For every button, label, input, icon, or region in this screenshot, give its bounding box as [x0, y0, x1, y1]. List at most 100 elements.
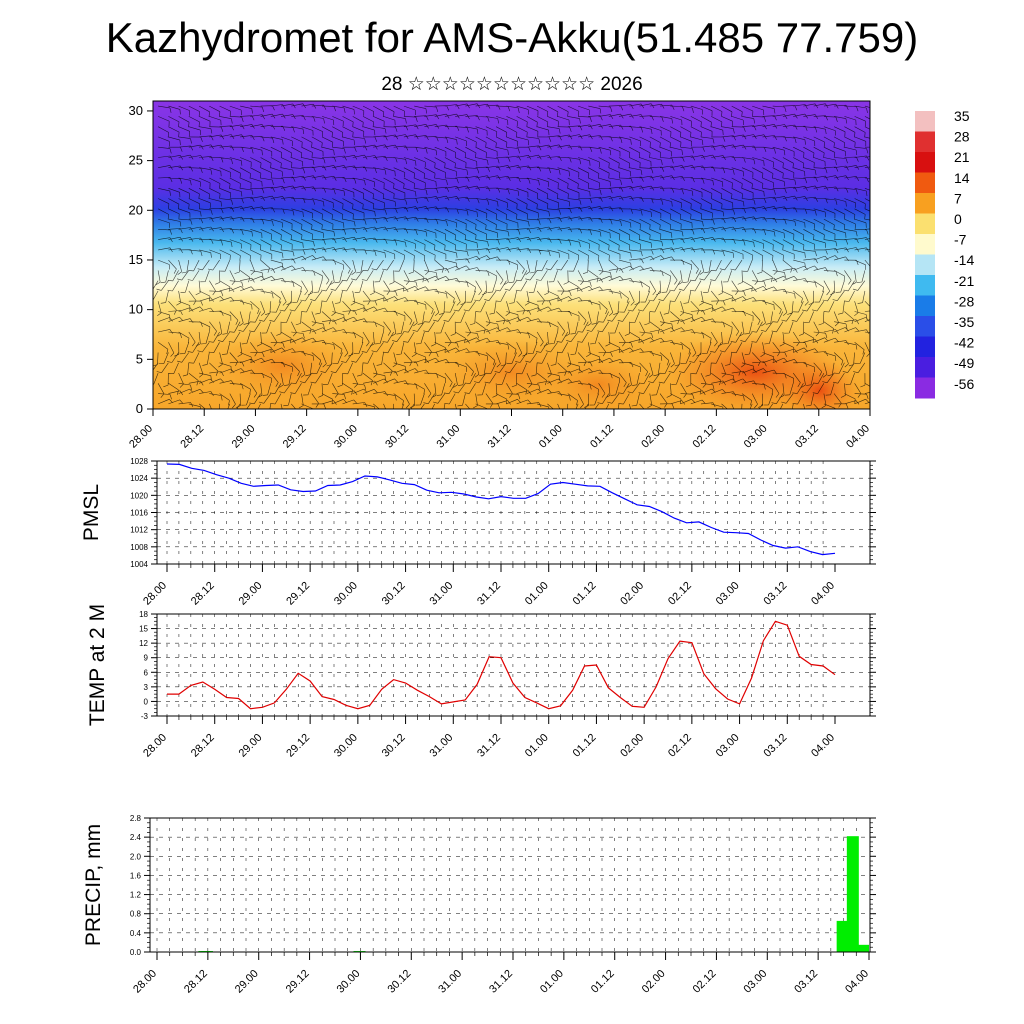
colorbar-label: -56: [954, 376, 974, 392]
x-tick-label: 29.12: [281, 423, 309, 451]
y-tick-label: 1004: [130, 560, 148, 569]
x-tick-label: 30.00: [335, 968, 363, 996]
cross-section-chart: 0 5 10 15 20 25 30 28.00 28.12 29.00 29.12 30.00 30.…: [127, 100, 872, 451]
x-tick-label: 30.12: [385, 968, 413, 996]
x-tick-label: 30.00: [332, 732, 360, 760]
colorbar-label: -21: [954, 273, 974, 289]
colorbar-label: 28: [954, 129, 970, 145]
x-tick-label: 30.12: [380, 580, 408, 608]
x-tick-label: 29.00: [230, 423, 258, 451]
y-axis-title: TEMP at 2 M: [86, 604, 109, 726]
colorbar-label: -35: [954, 314, 974, 330]
x-tick-label: 28.00: [127, 423, 155, 451]
colorbar-swatch: [915, 213, 935, 235]
x-tick-label: 02.12: [691, 968, 719, 996]
wind-barb-field: [153, 103, 870, 409]
y-tick-label: 5: [136, 351, 143, 366]
colorbar-label: 21: [954, 149, 970, 165]
x-tick-label: 01.00: [523, 732, 551, 760]
colorbar-label: 14: [954, 170, 970, 186]
colorbar-swatch: [915, 336, 935, 358]
y-tick-label: 0.8: [130, 910, 142, 919]
y-tick-label: 10: [129, 302, 143, 317]
y-tick-label: 1008: [130, 543, 148, 552]
x-tick-label: 30.12: [380, 732, 408, 760]
x-tick-label: 02.12: [666, 580, 694, 608]
x-tick-label: 31.00: [434, 423, 462, 451]
colorbar-swatch: [915, 234, 935, 255]
x-tick-label: 02.00: [618, 580, 646, 608]
x-tick-label: 04.00: [843, 968, 871, 996]
x-tick-label: 01.12: [589, 968, 617, 996]
x-tick-label: 01.00: [523, 580, 551, 608]
x-tick-label: 30.00: [332, 580, 360, 608]
x-tick-label: 01.12: [588, 423, 616, 451]
y-tick-label: 0.4: [130, 929, 142, 938]
y-tick-label: 1028: [130, 457, 148, 466]
y-tick-label: 0.0: [130, 948, 142, 957]
x-tick-label: 29.12: [284, 732, 312, 760]
x-tick-label: 31.12: [486, 423, 514, 451]
y-tick-label: 2.4: [130, 833, 142, 842]
y-tick-label: 2.0: [130, 852, 142, 861]
colorbar-swatch: [915, 193, 935, 214]
y-tick-label: 0: [144, 697, 149, 706]
x-tick-label: 28.12: [189, 580, 217, 608]
x-tick-label: 31.00: [427, 732, 455, 760]
x-tick-label: 29.00: [233, 968, 261, 996]
x-tick-label: 01.00: [538, 968, 566, 996]
warm-anomaly: [212, 331, 353, 400]
x-tick-label: 01.00: [537, 423, 565, 451]
x-tick-label: 03.00: [742, 423, 770, 451]
y-tick-label: 20: [129, 202, 143, 217]
y-tick-label: 1012: [130, 526, 148, 535]
x-tick-label: 28.00: [141, 580, 169, 608]
x-tick-label: 30.00: [332, 423, 360, 451]
x-tick-label: 29.12: [284, 968, 312, 996]
x-tick-label: 03.12: [792, 968, 820, 996]
x-tick-label: 02.00: [618, 732, 646, 760]
colorbar-label: -42: [954, 335, 974, 351]
colorbar-swatch: [915, 152, 935, 173]
colorbar-swatch: [915, 275, 935, 296]
y-tick-label: 1020: [130, 491, 148, 500]
x-tick-label: 31.00: [427, 580, 455, 608]
x-tick-label: 28.12: [182, 968, 210, 996]
precip-chart: 0.0 0.4 0.8 1.2 1.6 2.0 2.4 2.8 28.00 28.12 29.00 2…: [82, 814, 876, 996]
y-tick-label: 1024: [130, 474, 148, 483]
y-tick-label: 6: [144, 668, 149, 677]
x-tick-label: 03.00: [741, 968, 769, 996]
x-tick-label: 01.12: [571, 580, 599, 608]
y-tick-label: 25: [129, 153, 143, 168]
x-tick-label: 31.00: [436, 968, 464, 996]
y-axis-title: PMSL: [80, 484, 103, 541]
colorbar-swatch: [915, 131, 935, 153]
x-tick-label: 04.00: [809, 732, 837, 760]
x-tick-label: 30.12: [383, 423, 411, 451]
colorbar-swatch: [915, 111, 935, 132]
colorbar-label: -49: [954, 355, 974, 371]
colorbar-label: -7: [954, 232, 967, 248]
page-title: Kazhydromet for AMS-Akku(51.485 77.759): [105, 14, 919, 61]
x-tick-label: 01.12: [571, 732, 599, 760]
colorbar-swatch: [915, 316, 935, 337]
x-tick-label: 29.00: [237, 580, 265, 608]
colorbar-label: -14: [954, 252, 974, 268]
colorbar-swatch: [915, 295, 935, 317]
wind-barbs: [153, 103, 870, 409]
colorbar-swatch: [915, 172, 935, 194]
panel-frame: [156, 613, 871, 717]
pmsl-chart: 1004 1008 1012 1016 1020 1024 1028 28.00 28.12 29…: [80, 457, 876, 608]
x-tick-label: 28.00: [131, 968, 159, 996]
y-tick-label: 15: [139, 625, 148, 634]
y-tick-label: 18: [139, 610, 148, 619]
colorbar-label: 7: [954, 190, 962, 206]
page-subtitle: 28 ☆☆☆☆☆☆☆☆☆☆☆ 2026: [381, 74, 643, 95]
x-tick-label: 04.00: [844, 423, 872, 451]
y-tick-label: 30: [129, 103, 143, 118]
precip-bar: [836, 920, 849, 952]
x-tick-label: 03.12: [761, 580, 789, 608]
y-tick-label: -3: [141, 712, 149, 721]
temp-2m-chart: -3 0 3 6 9 12 15 18 28.00 28.12 29.00 29.12 30.00 30.…: [86, 604, 876, 760]
